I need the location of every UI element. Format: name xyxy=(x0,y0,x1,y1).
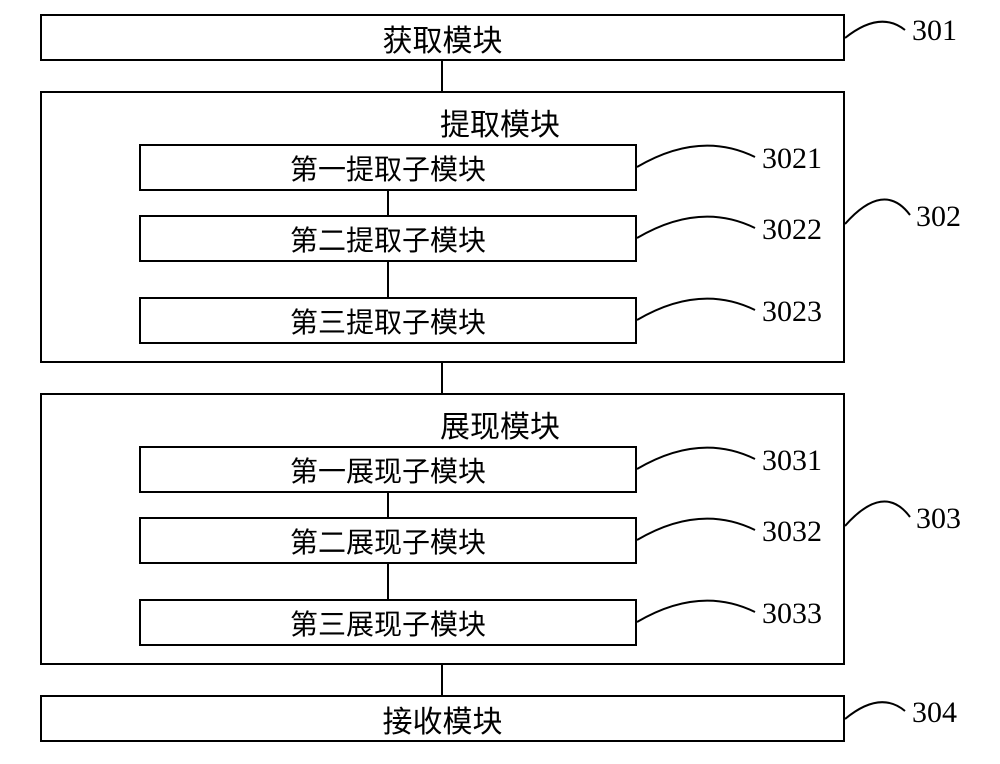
ref-label-304: 304 xyxy=(912,696,957,730)
diagram-canvas: 获取模块301提取模块302第一提取子模块3021第二提取子模块3022第三提取… xyxy=(0,0,1000,764)
